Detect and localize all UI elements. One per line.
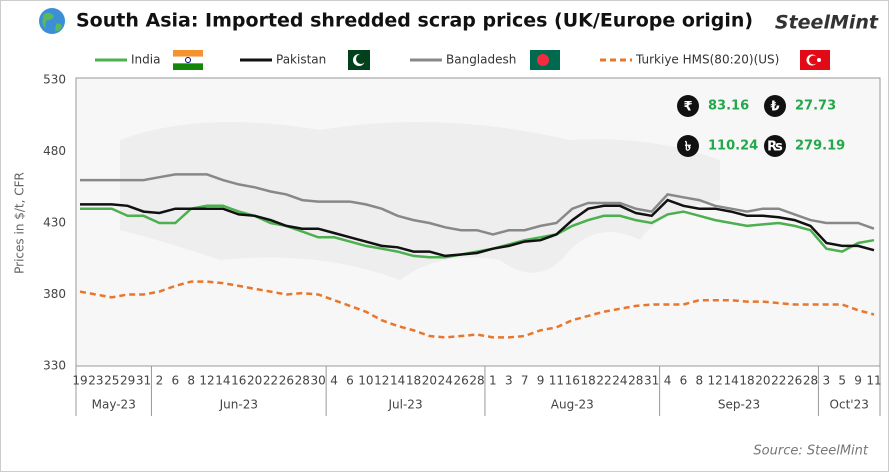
currency-symbol: ৳ [685,140,692,155]
currency-value: 27.73 [795,99,836,114]
x-tick-label: 22 [771,374,786,388]
x-tick-label: 16 [565,374,580,388]
x-tick-label: 4 [664,374,672,388]
x-tick-label: 19 [72,374,87,388]
x-tick-label: 9 [854,374,862,388]
flag-bangladesh [537,54,549,66]
series-line [80,198,875,258]
x-tick-label: 9 [537,374,545,388]
y-tick-label: 430 [43,216,66,230]
x-tick-label: 28 [628,374,643,388]
series-line [80,173,875,236]
x-group-label: Jun-23 [219,398,258,412]
x-tick-label: 30 [311,374,326,388]
x-tick-label: 28 [803,374,818,388]
flag-india [185,57,191,63]
x-tick-label: 8 [695,374,703,388]
x-group-label: Aug-23 [551,398,594,412]
x-tick-label: 31 [644,374,659,388]
x-tick-label: 26 [279,374,294,388]
x-tick-label: 25 [104,374,119,388]
flag-india [173,50,203,57]
currency-value: 279.19 [795,139,845,154]
x-tick-label: 5 [838,374,846,388]
x-tick-label: 22 [263,374,278,388]
currency-value: 110.24 [708,139,758,154]
x-tick-label: 23 [88,374,103,388]
x-tick-label: 28 [295,374,310,388]
currency-badge [677,95,699,117]
x-tick-label: 4 [330,374,338,388]
x-tick-label: 20 [247,374,262,388]
legend-label: Pakistan [276,53,326,67]
x-tick-label: 18 [739,374,754,388]
x-tick-label: 12 [199,374,214,388]
x-group-label: Jul-23 [388,398,423,412]
x-tick-label: 14 [723,374,738,388]
x-tick-label: 3 [505,374,513,388]
x-tick-label: 6 [346,374,354,388]
x-tick-label: 6 [680,374,688,388]
x-tick-label: 22 [596,374,611,388]
x-tick-label: 18 [581,374,596,388]
y-tick-label: 480 [43,144,66,158]
x-tick-label: 26 [787,374,802,388]
x-group-label: Sep-23 [718,398,760,412]
y-tick-label: 330 [43,359,66,373]
currency-badge [764,95,786,117]
brand-logo: SteelMint [775,12,879,34]
currency-badge [677,135,699,157]
flag-india [173,63,203,70]
x-tick-label: 3 [823,374,831,388]
x-tick-label: 29 [120,374,135,388]
flag-pakistan [356,54,366,64]
currency-symbol: ₨ [767,140,783,155]
source: Source: SteelMint [753,444,868,459]
currency-value: 83.16 [708,99,749,114]
x-tick-label: 11 [866,374,881,388]
y-tick-label: 380 [43,287,66,301]
y-axis-label: Prices in $/t, CFR [13,172,27,274]
y-tick-label: 530 [43,73,66,87]
flag-india [173,56,203,64]
x-tick-label: 8 [187,374,195,388]
x-tick-label: 20 [422,374,437,388]
x-tick-label: 2 [156,374,164,388]
x-tick-label: 14 [215,374,230,388]
x-tick-label: 6 [171,374,179,388]
x-tick-label: 20 [755,374,770,388]
currency-symbol: ₹ [683,100,692,115]
legend-label: Turkiye HMS(80:20)(US) [635,53,779,67]
x-group-label: May-23 [92,398,136,412]
flag-turkiye [809,55,818,65]
x-group-label: Oct'23 [830,398,869,412]
x-tick-label: 26 [453,374,468,388]
chart-title: South Asia: Imported shredded scrap pric… [76,10,753,32]
currency-badge [764,135,786,157]
x-tick-label: 31 [136,374,151,388]
series-line [80,204,875,259]
x-tick-label: 12 [708,374,723,388]
x-tick-label: 28 [469,374,484,388]
series-line [79,280,875,339]
x-tick-label: 14 [390,374,405,388]
x-tick-label: 1 [489,374,497,388]
legend-label: Bangladesh [446,53,516,67]
x-tick-label: 24 [438,374,453,388]
x-tick-label: 18 [406,374,421,388]
legend-label: India [131,53,160,67]
x-tick-label: 24 [612,374,627,388]
currency-symbol: ₺ [770,100,779,115]
x-tick-label: 10 [358,374,373,388]
x-tick-label: 16 [231,374,246,388]
flag-pakistan [340,50,348,70]
globe-land [42,12,62,32]
flag-turkiye [817,58,821,62]
x-tick-label: 7 [521,374,529,388]
x-tick-label: 12 [374,374,389,388]
x-tick-label: 11 [549,374,564,388]
map-watermark [120,122,720,280]
